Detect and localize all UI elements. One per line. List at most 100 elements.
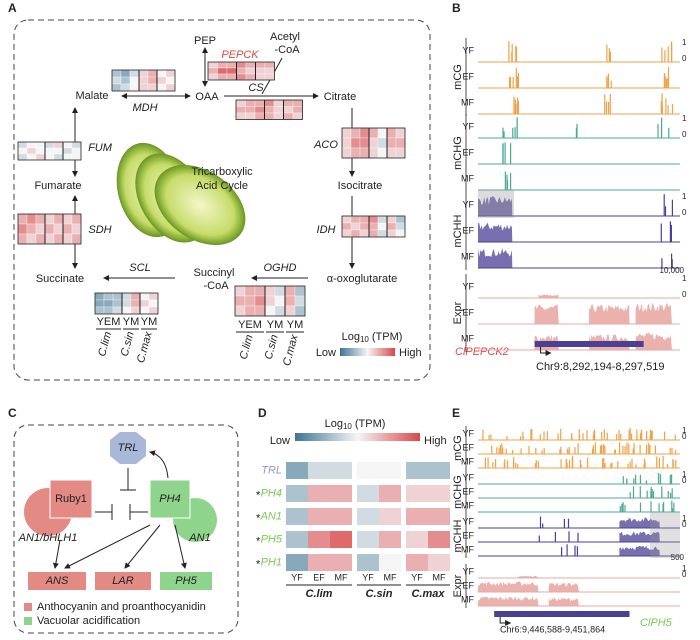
signal-bar xyxy=(606,76,608,88)
heat-cell xyxy=(350,147,361,159)
signal-bar xyxy=(632,486,635,498)
heat-cell xyxy=(148,292,159,301)
signal-bar xyxy=(610,80,612,88)
center-label: Acid Cycle xyxy=(196,180,248,192)
heat-cell xyxy=(129,76,140,85)
signal-bar xyxy=(516,117,518,138)
metabolite: Malate xyxy=(75,90,108,102)
heat-cell xyxy=(274,295,286,307)
heat-cell xyxy=(308,554,330,571)
row-label: YF xyxy=(462,566,474,576)
heat-cell xyxy=(359,127,370,139)
enzyme: SCL xyxy=(129,262,150,274)
heat-cell xyxy=(103,306,114,315)
signal-bar xyxy=(652,491,655,498)
heat-frame xyxy=(235,99,303,120)
signal-bar xyxy=(627,463,629,468)
heat-frame xyxy=(94,292,159,315)
significance-star: * xyxy=(256,535,261,547)
heat-cell xyxy=(284,285,296,297)
enzyme: IDH xyxy=(317,224,336,236)
heat-frame xyxy=(341,215,406,238)
heat-cell xyxy=(357,554,379,571)
heat-cell xyxy=(245,106,256,114)
signal-bar xyxy=(507,460,509,468)
signal-bar xyxy=(592,445,594,454)
signal-bar xyxy=(509,76,511,88)
signal-bar xyxy=(650,487,652,498)
heat-cell xyxy=(286,485,308,502)
scale-top: 1 xyxy=(682,114,687,123)
tss-arrow xyxy=(540,347,552,356)
heat-cell xyxy=(26,223,37,235)
heat-cell xyxy=(35,147,46,155)
signal-bar xyxy=(561,547,563,556)
signal-area xyxy=(478,222,513,242)
heat-cell xyxy=(341,137,352,149)
scale-bottom: 0 xyxy=(682,432,687,441)
signal-area xyxy=(589,304,630,324)
heat-cell xyxy=(147,76,158,85)
heat-cell xyxy=(357,462,379,479)
heat-cell xyxy=(156,69,167,78)
signal-bar xyxy=(504,459,506,468)
signal-bar xyxy=(535,447,537,454)
panel-label: B xyxy=(452,1,461,15)
legend-sub: 10 xyxy=(343,422,352,431)
heat-cell xyxy=(234,305,246,317)
legend-title-text: Log xyxy=(342,331,360,343)
signal-bar xyxy=(672,460,674,468)
scale-top: 1 xyxy=(682,470,687,479)
heat-cell xyxy=(286,531,308,548)
heat-frame xyxy=(341,127,406,159)
trl-node xyxy=(110,432,146,464)
group-label: mCG xyxy=(452,64,464,90)
signal-bar xyxy=(571,433,573,440)
heat-cell xyxy=(357,508,379,525)
heat-cell xyxy=(148,299,159,308)
signal-bar xyxy=(515,462,517,468)
heat-cell xyxy=(428,485,450,502)
heat-cell xyxy=(406,485,428,502)
species-label: C.lim xyxy=(306,588,333,600)
heat-cell xyxy=(17,233,28,245)
signal-bar xyxy=(568,446,570,454)
species-label: C.sin xyxy=(119,330,137,357)
signal-bar xyxy=(508,77,511,88)
signal-bar xyxy=(651,489,653,498)
column-label: MF xyxy=(384,572,397,582)
signal-bar xyxy=(669,221,671,242)
group-label: mCHG xyxy=(452,475,464,509)
heat-cell xyxy=(377,127,388,139)
signal-bar xyxy=(516,76,518,88)
heat-cell xyxy=(377,137,388,149)
signal-bar xyxy=(568,531,570,542)
row-label: MF xyxy=(461,594,474,604)
heat-cell xyxy=(44,233,55,245)
signal-bar xyxy=(482,429,484,440)
signal-bar xyxy=(502,127,504,138)
row-label: EF xyxy=(462,71,474,81)
column-label: YF xyxy=(411,572,423,582)
signal-bar xyxy=(661,47,663,62)
heat-cell xyxy=(379,508,401,525)
node-label: AN1/bHLH1 xyxy=(18,532,78,544)
node-label: TRL xyxy=(118,442,139,454)
panel-e: E ClPH5 Chr6:9,446,588-9,451,864 xyxy=(452,406,673,634)
gene-model xyxy=(494,611,630,617)
signal-bar xyxy=(662,456,664,468)
heat-cell xyxy=(379,462,401,479)
metabolite: Succinate xyxy=(36,273,84,285)
signal-bar xyxy=(512,76,514,88)
signal-bar xyxy=(513,96,515,114)
ans-box xyxy=(28,572,86,590)
signal-bar xyxy=(572,456,574,468)
scale-bottom: 0 xyxy=(682,520,687,529)
signal-bar xyxy=(622,476,624,484)
heat-cell xyxy=(359,222,370,231)
signal-bar xyxy=(560,428,562,440)
heat-cell xyxy=(244,305,256,317)
signal-bar xyxy=(539,434,541,440)
signal-bar xyxy=(567,450,569,454)
heat-cell xyxy=(139,299,150,308)
